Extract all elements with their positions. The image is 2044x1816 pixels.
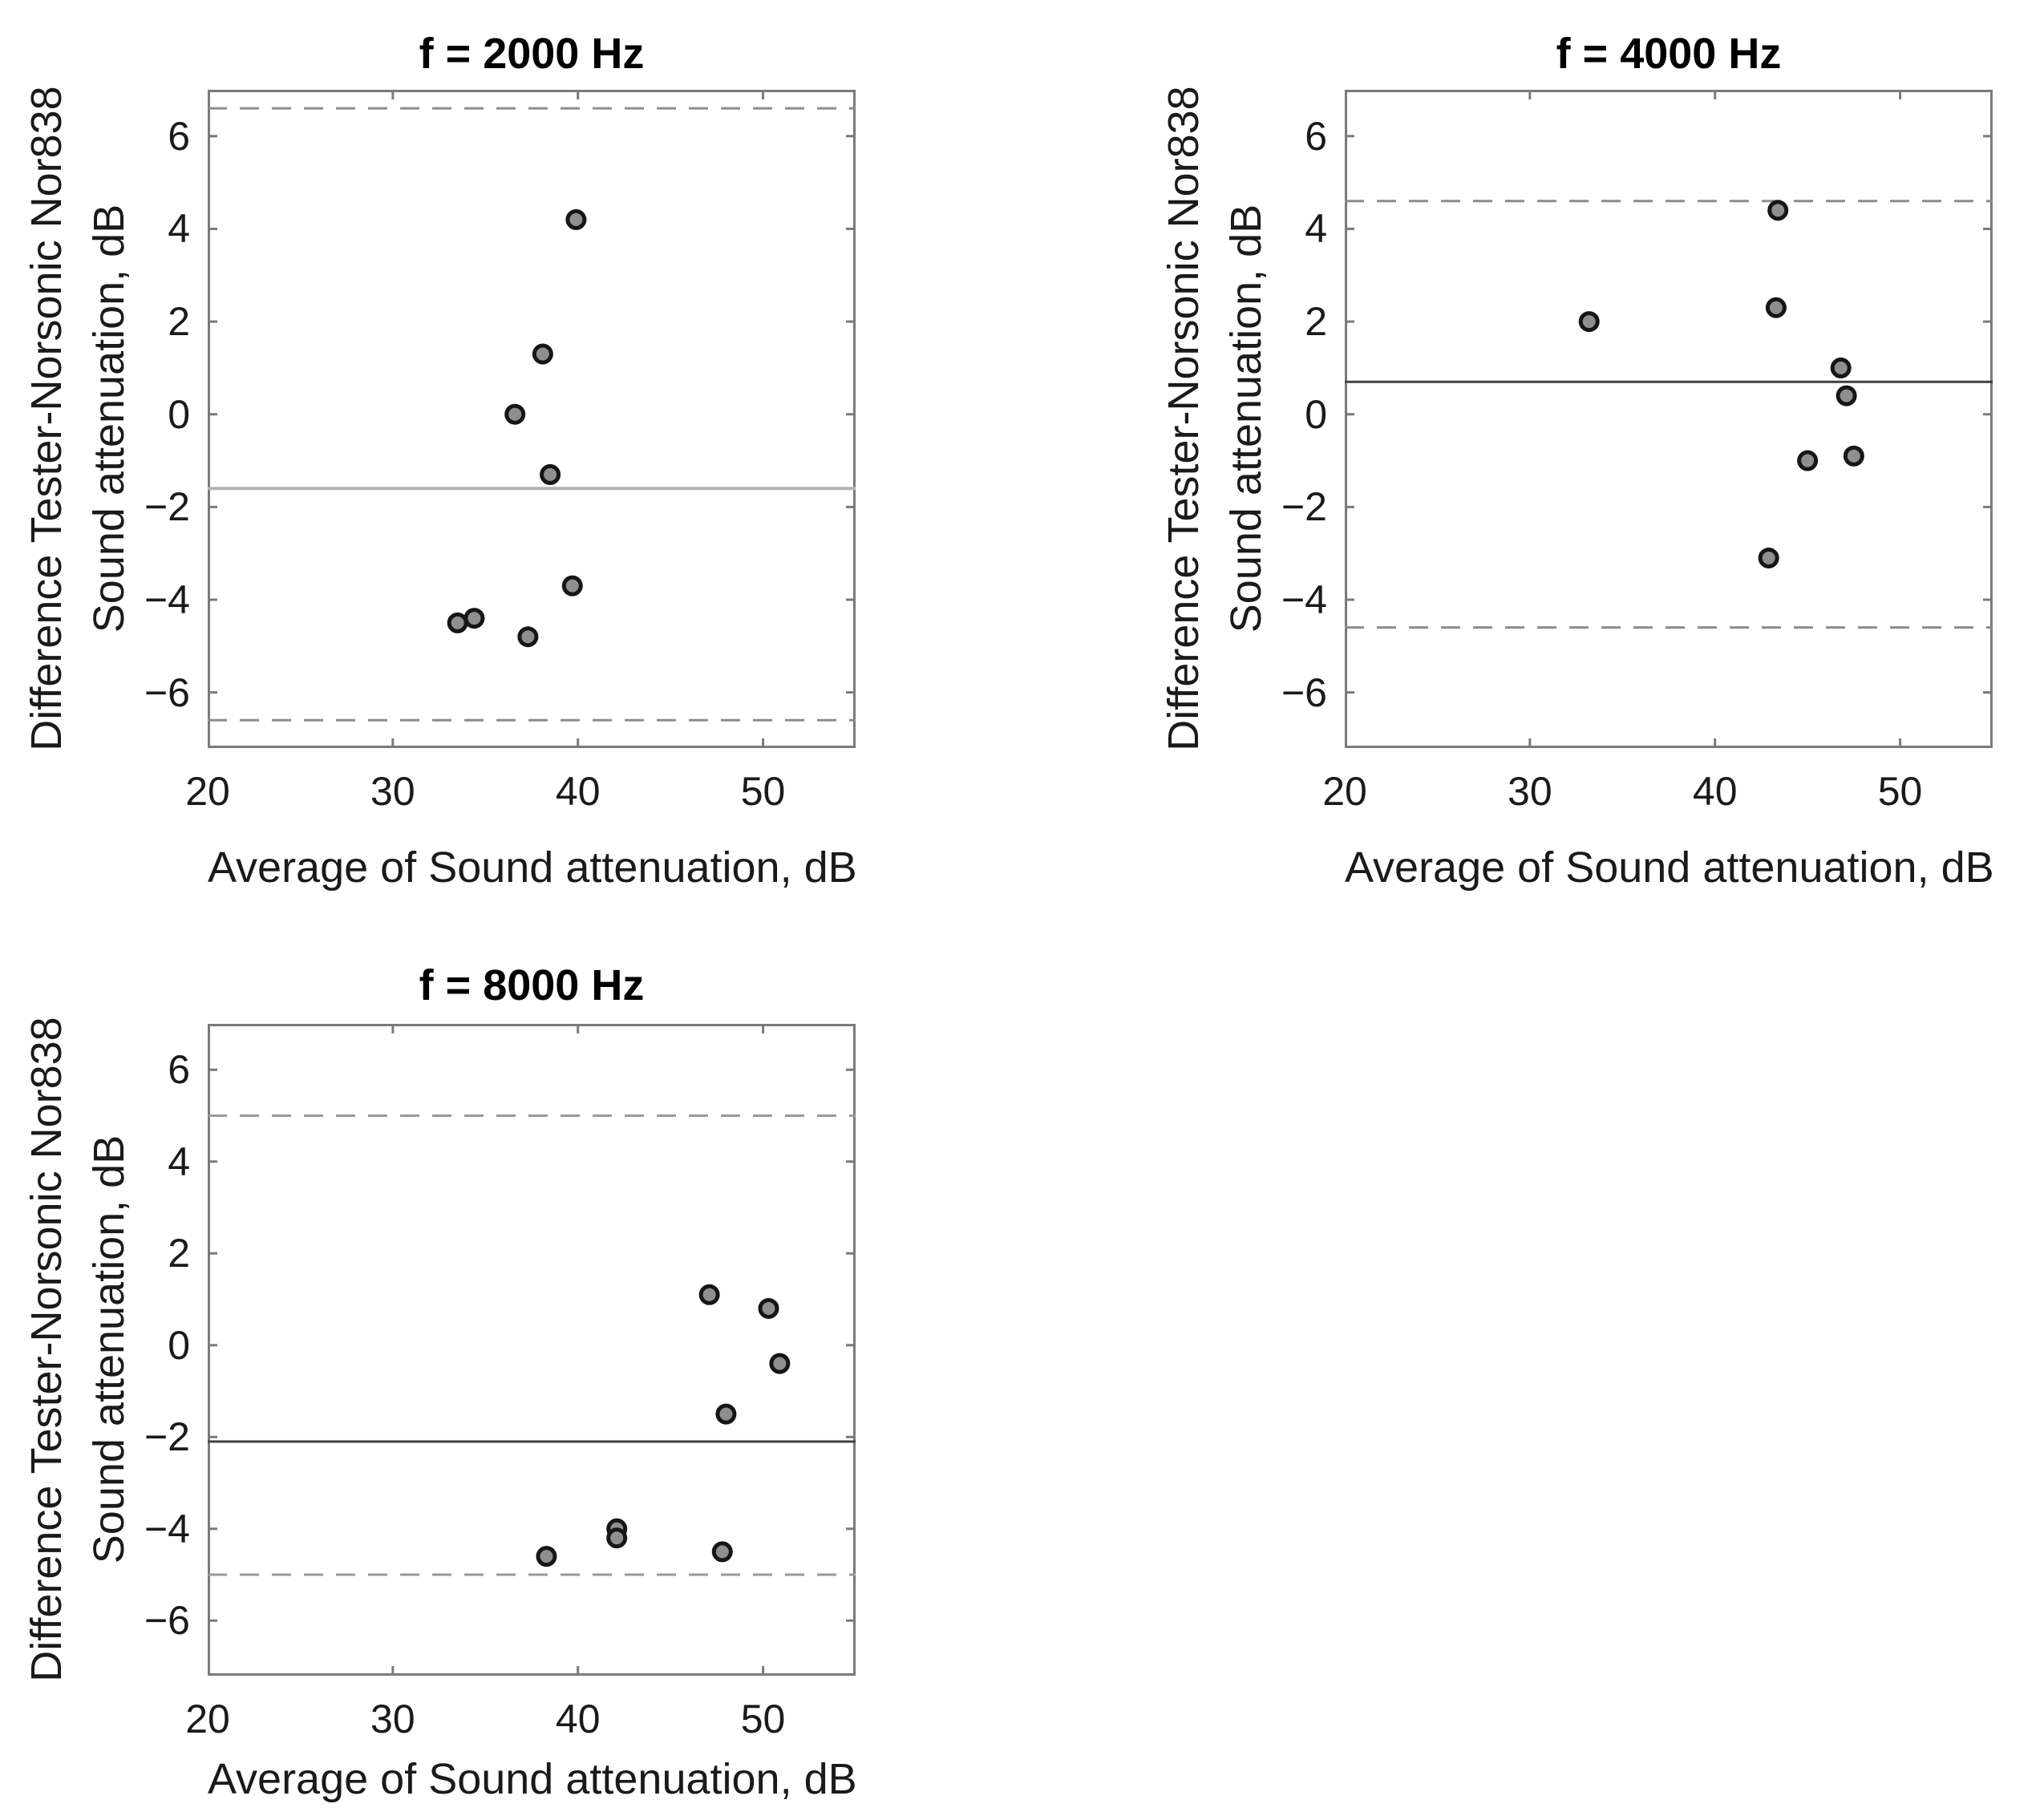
x-tick-label: 30 (1508, 769, 1552, 814)
data-point (1836, 385, 1857, 406)
data-point (463, 608, 485, 629)
y-tick-label: 0 (168, 391, 190, 437)
y-tick-label: −6 (144, 669, 190, 715)
data-point (1758, 547, 1779, 568)
y-tick-label: −4 (144, 576, 190, 622)
data-point (1830, 357, 1852, 378)
x-axis-label-2000hz: Average of Sound attenuation, dB (208, 843, 857, 892)
y-tick-label: −4 (1281, 576, 1327, 622)
data-point (1767, 200, 1789, 221)
x-tick-label: 50 (740, 1697, 786, 1741)
axes-box (208, 90, 856, 748)
data-point (1797, 450, 1819, 471)
plot-area (206, 90, 856, 748)
x-tick-label: 40 (1692, 769, 1738, 814)
y-tick-label: 6 (168, 113, 190, 159)
data-point (769, 1353, 791, 1374)
plot-f2000hz: 20 30 40 50 6 4 2 0 −2 −4 −6 (144, 90, 856, 814)
y-tick-label: 2 (168, 1231, 190, 1276)
y-tick-label: −4 (144, 1506, 190, 1551)
plot-area (1343, 90, 1993, 748)
y-tick-label: −6 (1281, 669, 1327, 715)
x-tick-label: 40 (555, 769, 601, 814)
x-tick-label: 20 (1322, 769, 1367, 814)
data-point (1765, 297, 1787, 318)
plot-f8000hz: 20 30 40 50 6 4 2 0 −2 −4 −6 (144, 1024, 856, 1741)
data-point (540, 463, 561, 485)
data-point (758, 1297, 779, 1319)
axes-box (1345, 90, 1993, 748)
x-tick-label: 40 (555, 1697, 601, 1741)
x-tick-label: 50 (740, 769, 786, 814)
plot-area (206, 1024, 856, 1676)
x-tick-label: 20 (185, 1697, 230, 1741)
plot-title-8000hz: f = 8000 Hz (419, 961, 645, 1009)
data-point (504, 403, 526, 425)
data-point (1843, 445, 1864, 467)
data-point (715, 1403, 737, 1425)
y-tick-label: 6 (168, 1047, 190, 1093)
data-point (1578, 311, 1600, 333)
data-point (565, 208, 587, 230)
y-tick-label: −2 (144, 484, 190, 530)
data-point (517, 626, 539, 648)
y-tick-label: 6 (1305, 113, 1327, 159)
x-tick-label: 20 (185, 769, 230, 814)
data-point (447, 612, 468, 633)
y-tick-label: 2 (1305, 299, 1327, 345)
data-point (532, 343, 553, 365)
y-tick-label: 4 (1305, 206, 1327, 252)
y-tick-label: 4 (168, 206, 190, 252)
y-tick-label: 2 (168, 299, 190, 345)
data-point (536, 1546, 557, 1567)
data-point (698, 1284, 720, 1305)
axes-box (208, 1024, 856, 1676)
x-tick-label: 30 (370, 1697, 415, 1741)
y-tick-label: −2 (144, 1414, 190, 1460)
x-axis-label-4000hz: Average of Sound attenuation, dB (1345, 843, 1994, 892)
data-point (606, 1527, 628, 1549)
y-tick-label: 0 (168, 1322, 190, 1368)
y-tick-label: 0 (1305, 391, 1327, 437)
plot-f4000hz: 20 30 40 50 6 4 2 0 −2 −4 −6 (1281, 90, 1993, 814)
y-tick-label: 4 (168, 1139, 190, 1184)
plot-title-2000hz: f = 2000 Hz (419, 30, 645, 78)
y-tick-label: −2 (1281, 484, 1327, 530)
x-tick-label: 50 (1877, 769, 1923, 814)
x-axis-label-8000hz: Average of Sound attenuation, dB (208, 1755, 857, 1803)
x-tick-label: 30 (370, 769, 415, 814)
data-point (711, 1541, 733, 1563)
y-tick-label: −6 (144, 1598, 190, 1644)
plot-title-4000hz: f = 4000 Hz (1556, 30, 1782, 78)
data-point (561, 575, 583, 597)
